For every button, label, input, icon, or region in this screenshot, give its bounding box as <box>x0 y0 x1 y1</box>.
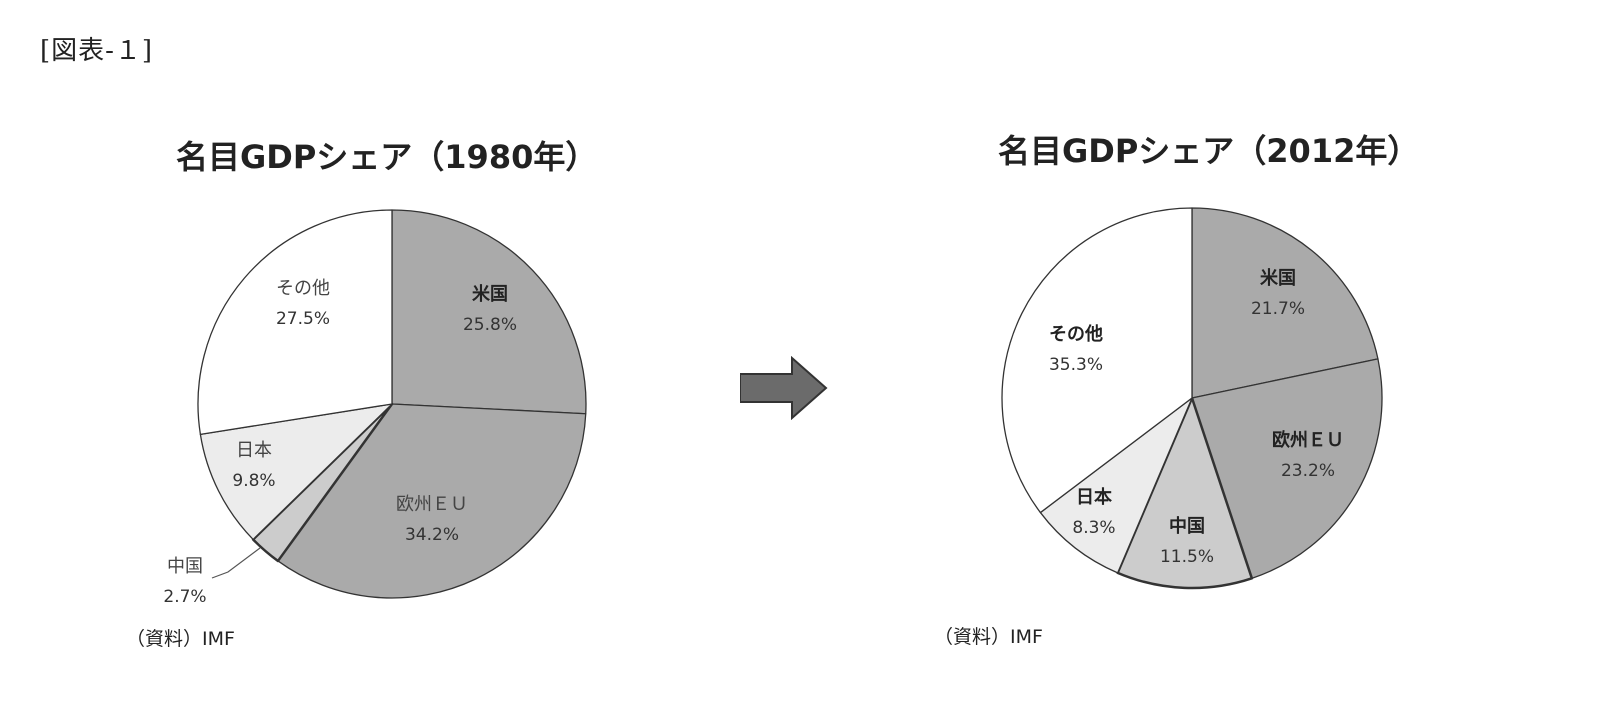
chart-title-1980: 名目GDPシェア（1980年） <box>176 138 598 176</box>
slice-label-other: その他 <box>1049 323 1103 345</box>
source-note-1980: （資料）IMF <box>126 628 235 650</box>
slice-value-other: 27.5% <box>276 309 330 329</box>
slice-value-usa: 21.7% <box>1251 299 1305 319</box>
slice-label-japan: 日本 <box>1076 486 1112 508</box>
pie-slice-japan <box>199 403 393 541</box>
slice-value-other: 35.3% <box>1049 355 1103 375</box>
slice-value-china: 2.7% <box>163 587 206 607</box>
slice-label-china: 中国 <box>167 556 203 577</box>
leader-line-china <box>211 547 261 579</box>
pie-slice-china <box>1116 396 1254 590</box>
slice-value-usa: 25.8% <box>463 315 517 335</box>
right-arrow-icon <box>740 356 828 420</box>
slice-value-eu: 34.2% <box>405 525 459 545</box>
slice-label-usa: 米国 <box>1260 267 1296 289</box>
figure-label: [図表‐１] <box>40 36 154 66</box>
slice-label-china: 中国 <box>1169 515 1205 537</box>
pie-slice-japan <box>1039 397 1193 574</box>
pie-slice-other <box>197 209 393 435</box>
slice-value-japan: 8.3% <box>1072 518 1115 538</box>
slice-value-eu: 23.2% <box>1281 461 1335 481</box>
pie-slice-usa <box>1191 207 1379 399</box>
slice-value-japan: 9.8% <box>232 471 275 491</box>
pie-slice-eu <box>277 403 587 599</box>
slice-label-eu: 欧州ＥＵ <box>396 494 468 515</box>
pie-slice-other <box>1001 207 1193 514</box>
pie-slice-usa <box>391 209 587 415</box>
slice-label-japan: 日本 <box>236 440 272 461</box>
slice-label-eu: 欧州ＥＵ <box>1272 429 1344 451</box>
slice-label-usa: 米国 <box>472 283 508 305</box>
source-note-2012: （資料）IMF <box>934 626 1043 648</box>
slice-value-china: 11.5% <box>1160 547 1214 567</box>
chart-title-2012: 名目GDPシェア（2012年） <box>998 132 1420 170</box>
slice-label-other: その他 <box>276 278 330 299</box>
pie-slice-eu <box>1191 358 1383 579</box>
